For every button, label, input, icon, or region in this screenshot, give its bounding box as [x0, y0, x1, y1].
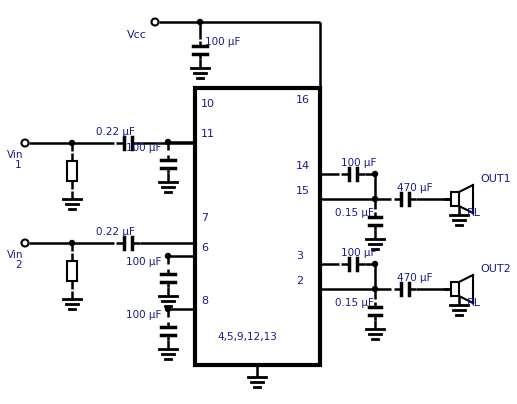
- Text: 8: 8: [201, 296, 208, 306]
- Circle shape: [373, 261, 377, 267]
- Text: Vin: Vin: [7, 250, 23, 260]
- Bar: [67, 161, 77, 181]
- Text: Vcc: Vcc: [127, 30, 147, 40]
- Text: 1: 1: [15, 160, 22, 170]
- Text: 100 μF: 100 μF: [126, 257, 161, 267]
- Text: 470 μF: 470 μF: [397, 183, 433, 193]
- Text: 0.15 μF: 0.15 μF: [335, 298, 374, 308]
- Circle shape: [69, 240, 74, 246]
- Text: 14: 14: [296, 161, 310, 171]
- Circle shape: [373, 172, 377, 177]
- Text: 4,5,9,12,13: 4,5,9,12,13: [217, 332, 277, 342]
- Circle shape: [22, 139, 28, 147]
- Text: 2: 2: [15, 260, 22, 270]
- Bar: [451, 192, 459, 206]
- Text: Vin: Vin: [7, 150, 23, 160]
- Text: RL: RL: [467, 208, 481, 218]
- Circle shape: [373, 196, 377, 202]
- Text: 100 μF: 100 μF: [126, 310, 161, 320]
- Bar: [195, 88, 320, 365]
- Text: OUT2: OUT2: [480, 264, 511, 274]
- Circle shape: [373, 286, 377, 292]
- Bar: [451, 282, 459, 296]
- Text: 0.15 μF: 0.15 μF: [335, 208, 374, 218]
- Text: OUT1: OUT1: [480, 174, 511, 184]
- Bar: [67, 261, 77, 281]
- Text: 11: 11: [201, 129, 215, 139]
- Text: 470 μF: 470 μF: [397, 273, 433, 283]
- Text: 100 μF: 100 μF: [126, 143, 161, 153]
- Circle shape: [165, 253, 171, 259]
- Circle shape: [165, 139, 171, 145]
- Circle shape: [22, 240, 28, 246]
- Text: 15: 15: [296, 186, 310, 196]
- Circle shape: [151, 19, 159, 25]
- Text: 2: 2: [296, 276, 303, 286]
- Text: 100 μF: 100 μF: [341, 248, 376, 258]
- Text: 0.22 μF: 0.22 μF: [96, 227, 135, 237]
- Text: 3: 3: [296, 251, 303, 261]
- Text: 10: 10: [201, 99, 215, 109]
- Circle shape: [165, 307, 171, 311]
- Text: RL: RL: [467, 298, 481, 308]
- Text: 16: 16: [296, 95, 310, 105]
- Text: 100 μF: 100 μF: [341, 158, 376, 168]
- Circle shape: [69, 141, 74, 145]
- Text: 6: 6: [201, 243, 208, 253]
- Text: 100 μF: 100 μF: [205, 37, 240, 47]
- Text: 7: 7: [201, 213, 208, 223]
- Text: 0.22 μF: 0.22 μF: [96, 127, 135, 137]
- Circle shape: [197, 19, 203, 25]
